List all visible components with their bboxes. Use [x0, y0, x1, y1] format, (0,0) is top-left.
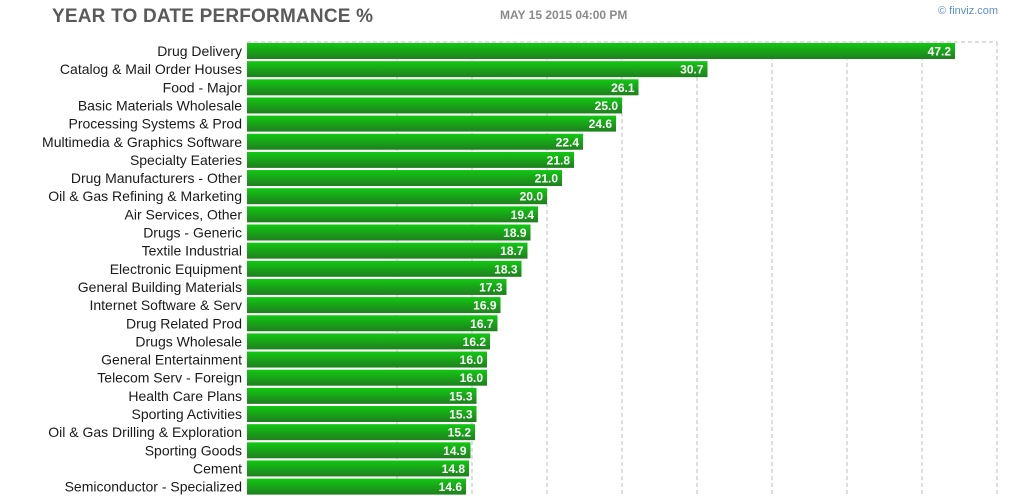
bar[interactable] — [247, 43, 955, 59]
data-label: 15.3 — [449, 389, 473, 403]
bars — [247, 43, 955, 495]
bar[interactable] — [247, 188, 547, 205]
bar[interactable] — [247, 315, 498, 332]
data-label: 14.8 — [442, 462, 466, 476]
data-label: 21.8 — [547, 153, 571, 167]
category-label: Catalog & Mail Order Houses — [60, 61, 242, 77]
data-label: 14.6 — [439, 480, 463, 494]
category-label: Drug Delivery — [157, 43, 242, 59]
bar[interactable] — [247, 278, 507, 295]
bar[interactable] — [247, 351, 487, 368]
bar[interactable] — [247, 97, 622, 114]
value-labels: 47.2 30.7 26.1 25.0 24.6 22.4 21.8 21.0 20.0 19.4… — [439, 45, 952, 495]
bar[interactable] — [247, 170, 562, 187]
bar[interactable] — [247, 79, 639, 96]
category-label: Oil & Gas Drilling & Exploration — [48, 424, 242, 440]
data-label: 24.6 — [589, 117, 613, 131]
bar[interactable] — [247, 333, 490, 350]
bar[interactable] — [247, 442, 471, 459]
bar[interactable] — [247, 260, 522, 277]
data-label: 30.7 — [680, 63, 704, 77]
chart-title: YEAR TO DATE PERFORMANCE % — [52, 6, 374, 27]
bar[interactable] — [247, 224, 531, 241]
bar[interactable] — [247, 206, 538, 223]
category-label: Electronic Equipment — [110, 261, 242, 277]
data-label: 15.2 — [448, 426, 472, 440]
category-label: Cement — [193, 460, 242, 476]
category-label: Textile Industrial — [142, 243, 242, 259]
category-label: Basic Materials Wholesale — [78, 97, 242, 113]
category-label: Internet Software & Serv — [89, 297, 242, 313]
data-label: 18.7 — [500, 244, 524, 258]
data-label: 14.9 — [443, 444, 467, 458]
bar[interactable] — [247, 369, 487, 386]
bar[interactable] — [247, 297, 501, 314]
data-label: 15.3 — [449, 408, 473, 422]
category-label: Sporting Goods — [145, 442, 242, 458]
category-label: General Building Materials — [78, 279, 242, 295]
category-label: Telecom Serv - Foreign — [97, 370, 242, 386]
data-label: 16.9 — [473, 299, 497, 313]
bar[interactable] — [247, 424, 475, 441]
data-label: 25.0 — [595, 99, 619, 113]
data-label: 16.0 — [460, 371, 484, 385]
bar[interactable] — [247, 460, 469, 477]
timestamp: MAY 15 2015 04:00 PM — [500, 8, 628, 22]
data-label: 19.4 — [511, 208, 535, 222]
bar[interactable] — [247, 115, 616, 132]
data-label: 18.9 — [503, 226, 527, 240]
category-label: Health Care Plans — [128, 388, 242, 404]
data-label: 18.3 — [494, 262, 518, 276]
category-label: Air Services, Other — [125, 206, 243, 222]
bar[interactable] — [247, 242, 528, 259]
category-label: Semiconductor - Specialized — [65, 479, 242, 495]
category-label: Drugs Wholesale — [135, 333, 242, 349]
bar[interactable] — [247, 133, 583, 150]
category-label: General Entertainment — [101, 352, 242, 368]
brand-link[interactable]: © finviz.com — [938, 5, 999, 17]
category-labels: Drug Delivery Catalog & Mail Order Houses… — [42, 43, 242, 495]
data-label: 26.1 — [611, 81, 635, 95]
bar[interactable] — [247, 406, 477, 422]
category-label: Processing Systems & Prod — [68, 116, 242, 132]
data-label: 16.2 — [463, 335, 487, 349]
category-label: Multimedia & Graphics Software — [42, 134, 242, 150]
category-label: Specialty Eateries — [130, 152, 242, 168]
bar[interactable] — [247, 151, 574, 168]
category-label: Drug Related Prod — [126, 315, 242, 331]
category-label: Oil & Gas Refining & Marketing — [48, 188, 242, 204]
data-label: 47.2 — [928, 45, 952, 59]
data-label: 17.3 — [479, 280, 503, 294]
bar[interactable] — [247, 478, 466, 495]
data-label: 16.0 — [460, 353, 484, 367]
data-label: 20.0 — [520, 190, 544, 204]
category-label: Drug Manufacturers - Other — [71, 170, 243, 186]
category-label: Sporting Activities — [132, 406, 243, 422]
bar[interactable] — [247, 387, 477, 404]
bar[interactable] — [247, 61, 708, 78]
data-label: 21.0 — [535, 172, 559, 186]
category-label: Food - Major — [163, 79, 243, 95]
data-label: 22.4 — [556, 135, 580, 149]
category-label: Drugs - Generic — [143, 225, 242, 241]
data-label: 16.7 — [470, 317, 494, 331]
